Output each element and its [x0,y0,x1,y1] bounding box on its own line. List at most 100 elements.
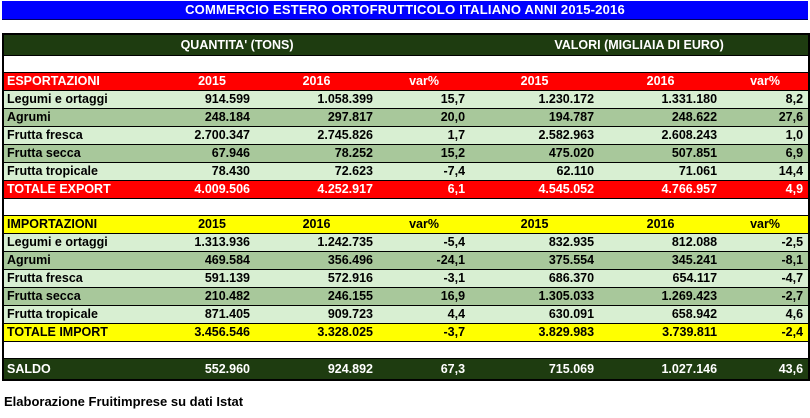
row-label: Frutta tropicale [3,305,169,324]
cell-q2016: 72.623 [255,162,378,181]
import-section-label: IMPORTAZIONI [3,215,169,234]
saldo-row: SALDO 552.960 924.892 67,3 715.069 1.027… [3,358,810,381]
cell-v2015: 686.370 [470,269,600,288]
cell-vvar: -4,7 [722,269,810,288]
page-title: COMMERCIO ESTERO ORTOFRUTTICOLO ITALIANO… [2,1,808,20]
cell-qvar: 16,9 [378,287,471,306]
cell-q2015: 871.405 [169,305,255,324]
cell-q2016: 3.328.025 [255,323,378,342]
cell-qvar: -5,4 [378,233,471,252]
cell-qvar: -24,1 [378,251,471,270]
col-header-2016: 2016 [255,215,378,234]
cell-qvar: -3,1 [378,269,471,288]
table-row: Frutta fresca 591.139 572.916 -3,1 686.3… [3,269,810,288]
col-header-var: var% [722,215,810,234]
col-header-2015: 2015 [470,215,600,234]
col-header-var: var% [378,215,471,234]
cell-q2015: 469.584 [169,251,255,270]
row-label: Frutta fresca [3,126,169,145]
cell-qvar: 15,7 [378,90,471,109]
cell-vvar: -2,7 [722,287,810,306]
table-row: Legumi e ortaggi 1.313.936 1.242.735 -5,… [3,233,810,252]
cell-q2016: 297.817 [255,108,378,127]
row-label: Frutta secca [3,144,169,163]
cell-q2016: 1.242.735 [255,233,378,252]
cell-vvar: 27,6 [722,108,810,127]
cell-v2016: 1.331.180 [599,90,723,109]
cell-q2015: 1.313.936 [169,233,255,252]
saldo-label: SALDO [3,358,169,381]
cell-vvar: 4,6 [722,305,810,324]
cell-q2015: 552.960 [169,358,255,381]
cell-vvar: -2,5 [722,233,810,252]
cell-q2015: 914.599 [169,90,255,109]
cell-vvar: -2,4 [722,323,810,342]
cell-q2016: 246.155 [255,287,378,306]
table-row: Frutta fresca 2.700.347 2.745.826 1,7 2.… [3,126,810,145]
row-label: Frutta secca [3,287,169,306]
cell-v2016: 2.608.243 [599,126,723,145]
cell-qvar: 67,3 [378,358,471,381]
spacer-row [3,55,810,73]
cell-q2015: 591.139 [169,269,255,288]
cell-v2016: 654.117 [599,269,723,288]
total-label: TOTALE EXPORT [3,180,169,199]
cell-qvar: 4,4 [378,305,471,324]
cell-q2016: 2.745.826 [255,126,378,145]
cell-v2015: 2.582.963 [470,126,600,145]
cell-v2015: 1.230.172 [470,90,600,109]
row-label: Frutta tropicale [3,162,169,181]
import-header-row: IMPORTAZIONI 2015 2016 var% 2015 2016 va… [3,215,810,234]
cell-v2015: 832.935 [470,233,600,252]
table-row: Frutta tropicale 871.405 909.723 4,4 630… [3,305,810,324]
spacer-cell [3,55,810,73]
cell-qvar: -7,4 [378,162,471,181]
cell-q2015: 78.430 [169,162,255,181]
cell-vvar: 14,4 [722,162,810,181]
cell-v2016: 658.942 [599,305,723,324]
cell-vvar: 1,0 [722,126,810,145]
cell-v2015: 630.091 [470,305,600,324]
cell-v2016: 507.851 [599,144,723,163]
cell-v2016: 812.088 [599,233,723,252]
col-header-2015: 2015 [470,72,600,91]
cell-qvar: 15,2 [378,144,471,163]
col-header-2016: 2016 [255,72,378,91]
cell-q2016: 572.916 [255,269,378,288]
cell-v2016: 3.739.811 [599,323,723,342]
cell-v2015: 1.305.033 [470,287,600,306]
cell-qvar: -3,7 [378,323,471,342]
section-header-row: QUANTITA' (TONS) VALORI (MIGLIAIA DI EUR… [3,33,810,56]
cell-v2016: 4.766.957 [599,180,723,199]
cell-vvar: 6,9 [722,144,810,163]
row-label: Agrumi [3,108,169,127]
export-section-label: ESPORTAZIONI [3,72,169,91]
spacer-row [3,341,810,359]
cell-vvar: 43,6 [722,358,810,381]
total-label: TOTALE IMPORT [3,323,169,342]
cell-v2015: 3.829.983 [470,323,600,342]
cell-vvar: 8,2 [722,90,810,109]
cell-v2016: 248.622 [599,108,723,127]
col-header-2016: 2016 [599,72,723,91]
cell-q2015: 4.009.506 [169,180,255,199]
cell-vvar: -8,1 [722,251,810,270]
col-header-2016: 2016 [599,215,723,234]
source-note: Elaborazione Fruitimprese su dati Istat [4,394,244,409]
table-row: Legumi e ortaggi 914.599 1.058.399 15,7 … [3,90,810,109]
spacer-cell [3,341,810,359]
row-label: Legumi e ortaggi [3,90,169,109]
cell-q2016: 924.892 [255,358,378,381]
cell-q2015: 210.482 [169,287,255,306]
cell-q2015: 2.700.347 [169,126,255,145]
row-label: Agrumi [3,251,169,270]
cell-q2016: 356.496 [255,251,378,270]
cell-v2016: 1.269.423 [599,287,723,306]
cell-v2016: 71.061 [599,162,723,181]
table-row: Frutta tropicale 78.430 72.623 -7,4 62.1… [3,162,810,181]
cell-q2015: 67.946 [169,144,255,163]
cell-v2016: 345.241 [599,251,723,270]
table-row: Frutta secca 210.482 246.155 16,9 1.305.… [3,287,810,306]
trade-table: QUANTITA' (TONS) VALORI (MIGLIAIA DI EUR… [2,33,810,381]
table-row: Agrumi 469.584 356.496 -24,1 375.554 345… [3,251,810,270]
